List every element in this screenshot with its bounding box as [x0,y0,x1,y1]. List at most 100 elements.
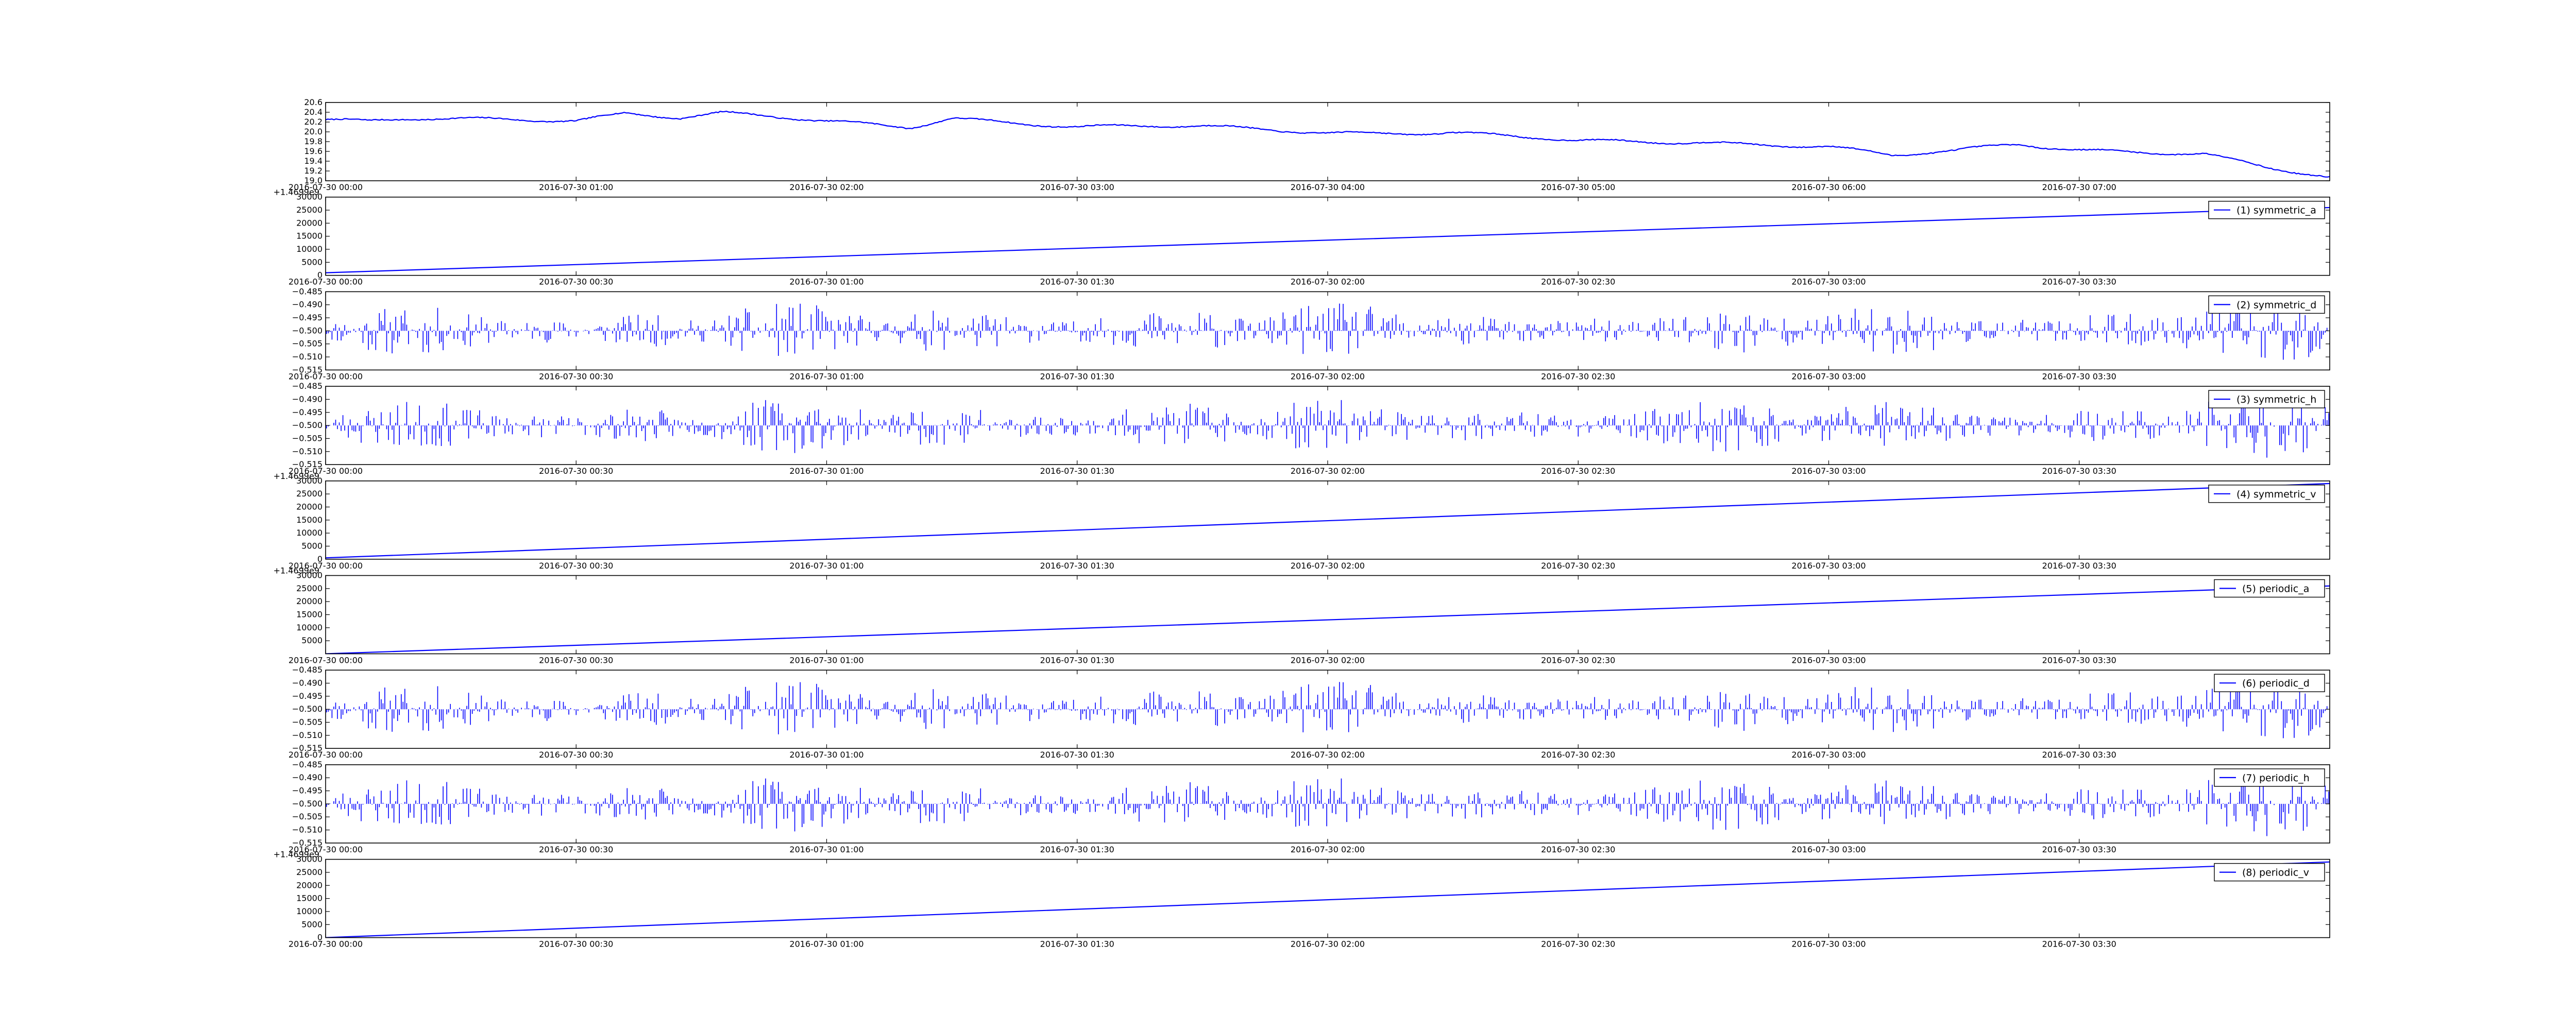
x-tick-label: 2016-07-30 00:00 [289,750,363,760]
x-tick-label: 2016-07-30 03:30 [2042,656,2116,665]
x-tick-label: 2016-07-30 03:30 [2042,277,2116,287]
y-tick-label: −0.515 [292,838,323,848]
y-tick-label: −0.500 [292,325,323,335]
y-tick-label: −0.505 [292,339,323,349]
x-tick-label: 2016-07-30 02:00 [1291,371,1365,381]
y-offset-label: +1.4699e9 [274,566,319,576]
x-tick-label: 2016-07-30 02:30 [1541,939,1615,949]
y-tick-label: −0.515 [292,459,323,469]
plot-area [326,774,2330,836]
x-tick-label: 2016-07-30 00:00 [289,845,363,854]
x-tick-label: 2016-07-30 00:30 [539,845,613,854]
x-tick-label: 2016-07-30 03:30 [2042,939,2116,949]
y-tick-label: 20.4 [304,107,323,117]
panel-9: 0 5000 10000 15000 20000 25000 30000 2016-07-30… [274,850,2330,949]
y-tick-label: 19.6 [304,146,323,156]
x-tick-label: 2016-07-30 02:00 [1291,845,1365,854]
x-tick-label: 2016-07-30 00:00 [289,939,363,949]
y-tick-label: 25000 [296,867,323,877]
y-tick-label: 19.8 [304,136,323,146]
x-tick-label: 2016-07-30 00:30 [539,466,613,476]
y-offset-label: +1.4699e9 [274,850,319,860]
x-tick-label: 2016-07-30 03:00 [1791,277,1866,287]
y-tick-label: −0.505 [292,812,323,821]
x-tick-label: 2016-07-30 03:00 [1791,750,1866,760]
legend: (8) periodic_v [2214,863,2325,882]
x-tick-label: 2016-07-30 01:00 [789,750,863,760]
y-tick-label: 5000 [301,257,323,267]
y-tick-label: −0.490 [292,394,323,404]
plot-area [326,861,2330,938]
y-tick-label: 15000 [296,515,323,525]
y-tick-label: 19.0 [304,176,323,185]
panel-3: −0.515 −0.510 −0.505 −0.500 −0.495 −0.490 −0.4… [289,286,2330,381]
y-offset-label: +1.4699e9 [274,187,319,197]
x-tick-label: 2016-07-30 01:00 [539,182,613,192]
y-tick-label: 30000 [296,571,323,580]
y-tick-label: −0.510 [292,447,323,456]
series-line [326,207,2330,273]
legend: (3) symmetric_h [2208,390,2325,408]
x-tick-label: 2016-07-30 02:00 [1291,561,1365,571]
y-tick-label: −0.495 [292,786,323,796]
x-tick-label: 2016-07-30 03:00 [1791,656,1866,665]
x-tick-label: 2016-07-30 02:30 [1541,656,1615,665]
y-tick-label: −0.505 [292,433,323,443]
legend: (4) symmetric_v [2208,485,2325,503]
y-tick-label: −0.485 [292,381,323,391]
x-tick-label: 2016-07-30 03:30 [2042,466,2116,476]
y-tick-label: −0.490 [292,300,323,310]
y-tick-label: 25000 [296,489,323,499]
x-tick-label: 2016-07-30 01:30 [1040,656,1114,665]
x-tick-label: 2016-07-30 01:00 [789,561,863,571]
legend-box [2208,390,2325,408]
series-line [326,483,2330,559]
y-tick-label: 5000 [301,636,323,645]
x-tick-label: 2016-07-30 01:00 [789,656,863,665]
x-tick-label: 2016-07-30 02:00 [1291,750,1365,760]
x-tick-label: 2016-07-30 05:00 [1541,182,1615,192]
legend: (1) symmetric_a [2208,201,2325,219]
x-tick-label: 2016-07-30 00:30 [539,277,613,287]
y-tick-label: −0.495 [292,691,323,701]
x-tick-label: 2016-07-30 04:00 [1291,182,1365,192]
y-tick-label: 20000 [296,502,323,511]
y-tick-label: 30000 [296,854,323,864]
x-tick-label: 2016-07-30 02:30 [1541,277,1615,287]
series-line [326,861,2330,938]
x-tick-label: 2016-07-30 02:30 [1541,371,1615,381]
legend-label: (2) symmetric_d [2236,299,2316,311]
x-tick-label: 2016-07-30 03:00 [1791,939,1866,949]
x-tick-label: 2016-07-30 02:00 [1291,277,1365,287]
plot-area [326,298,2330,360]
plot-area [326,110,2330,178]
panel-7: −0.515 −0.510 −0.505 −0.500 −0.495 −0.490 −0.4… [289,665,2330,760]
panel-4: −0.515 −0.510 −0.505 −0.500 −0.495 −0.490 −0.4… [289,381,2330,476]
y-tick-label: 20.2 [304,117,323,127]
y-tick-label: 25000 [296,205,323,215]
x-tick-label: 2016-07-30 03:30 [2042,845,2116,854]
y-tick-label: −0.515 [292,365,323,374]
x-tick-label: 2016-07-30 03:00 [1791,371,1866,381]
x-tick-label: 2016-07-30 01:30 [1040,845,1114,854]
x-tick-label: 2016-07-30 07:00 [2042,182,2116,192]
y-tick-label: −0.500 [292,704,323,714]
y-tick-label: 5000 [301,541,323,551]
y-tick-label: 19.2 [304,166,323,176]
y-tick-label: 19.4 [304,156,323,166]
panel-1: 19.019.219.419.619.820.020.220.420.6 2016… [289,97,2330,192]
x-tick-label: 2016-07-30 01:30 [1040,277,1114,287]
y-tick-label: −0.510 [292,730,323,740]
x-tick-label: 2016-07-30 01:00 [789,371,863,381]
y-tick-label: −0.485 [292,665,323,675]
series-line [326,110,2330,178]
x-tick-label: 2016-07-30 03:00 [1040,182,1114,192]
x-tick-label: 2016-07-30 03:00 [1791,845,1866,854]
series-line [326,585,2330,654]
x-tick-label: 2016-07-30 00:30 [539,656,613,665]
x-tick-label: 2016-07-30 00:00 [289,466,363,476]
x-tick-label: 2016-07-30 03:30 [2042,561,2116,571]
legend: (2) symmetric_d [2208,295,2325,314]
